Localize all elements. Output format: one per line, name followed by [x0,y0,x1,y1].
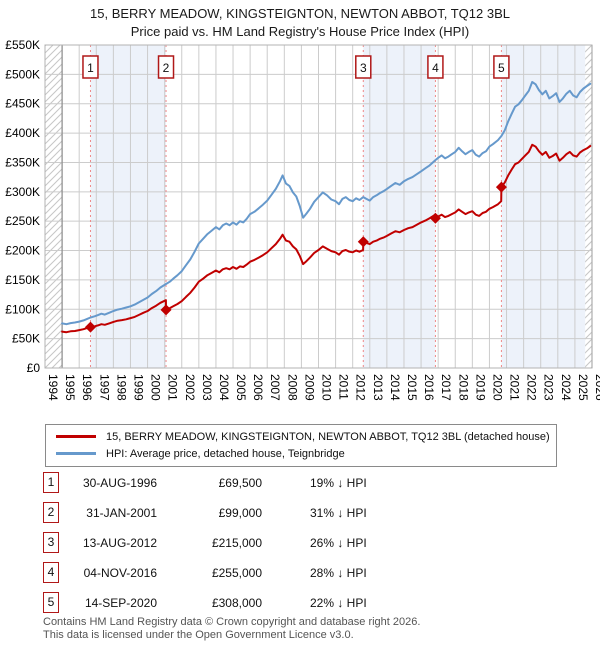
sale-number-badge: 1 [43,472,59,493]
sale-price: £215,000 [211,535,262,550]
svg-text:2005: 2005 [234,374,248,401]
svg-text:1: 1 [87,61,94,75]
sale-price: £69,500 [218,475,262,490]
table-row: 2 31-JAN-2001 £99,000 31% ↓ HPI [43,502,563,523]
table-row: 5 14-SEP-2020 £308,000 22% ↓ HPI [43,592,563,613]
svg-text:2003: 2003 [200,374,214,401]
legend-label-property: 15, BERRY MEADOW, KINGSTEIGNTON, NEWTON … [106,430,550,443]
svg-text:2017: 2017 [439,374,453,401]
footer-line-1: Contains HM Land Registry data © Crown c… [43,616,421,628]
blue-line-swatch [56,452,96,455]
table-row: 4 04-NOV-2016 £255,000 28% ↓ HPI [43,562,563,583]
svg-text:2002: 2002 [183,374,197,401]
svg-text:1997: 1997 [97,374,111,401]
svg-text:2009: 2009 [302,374,316,401]
svg-text:2004: 2004 [217,374,231,401]
svg-text:1995: 1995 [63,374,77,401]
copyright-footer: Contains HM Land Registry data © Crown c… [43,616,420,641]
sale-price: £255,000 [211,565,262,580]
svg-text:2021: 2021 [508,374,522,401]
svg-text:2024: 2024 [559,374,573,401]
svg-text:2023: 2023 [542,374,556,401]
svg-text:2022: 2022 [525,374,539,401]
svg-text:2018: 2018 [456,374,470,401]
legend-label-hpi: HPI: Average price, detached house, Teig… [106,447,345,460]
svg-text:£100K: £100K [5,302,40,316]
svg-text:2011: 2011 [337,374,351,400]
sale-price: £99,000 [218,505,262,520]
svg-text:2006: 2006 [251,374,265,401]
chart-legend: 15, BERRY MEADOW, KINGSTEIGNTON, NEWTON … [45,424,557,467]
svg-text:3: 3 [360,61,367,75]
sale-number-badge: 3 [43,532,59,553]
svg-text:2000: 2000 [149,374,163,401]
svg-text:£300K: £300K [5,185,40,199]
sale-date: 31-JAN-2001 [86,505,157,520]
sale-number-badge: 5 [43,592,59,613]
footer-line-2: This data is licensed under the Open Gov… [43,628,354,641]
sale-date: 04-NOV-2016 [83,565,157,580]
svg-text:1998: 1998 [114,374,128,401]
price-chart: £550K £500K £450K £400K £350K £300K £250K £200K… [5,38,600,401]
svg-text:2019: 2019 [473,374,487,401]
legend-item-hpi: HPI: Average price, detached house, Teig… [52,445,550,462]
svg-text:5: 5 [498,61,505,75]
svg-text:2001: 2001 [166,374,180,401]
sales-table: 1 30-AUG-1996 £69,500 19% ↓ HPI 2 31-JAN… [43,472,563,622]
svg-text:4: 4 [432,61,439,75]
sale-number-badge: 4 [43,562,59,583]
svg-text:£500K: £500K [5,67,40,81]
svg-text:£0: £0 [27,361,41,375]
svg-text:£250K: £250K [5,214,40,228]
svg-text:2014: 2014 [388,374,402,401]
svg-text:£350K: £350K [5,155,40,169]
svg-text:2010: 2010 [320,374,334,401]
sale-hpi-delta: 22% ↓ HPI [310,595,367,610]
svg-text:2007: 2007 [268,374,282,401]
sale-hpi-delta: 26% ↓ HPI [310,535,367,550]
svg-text:£50K: £50K [12,332,40,346]
svg-text:2: 2 [163,61,170,75]
svg-text:£450K: £450K [5,97,40,111]
svg-text:2013: 2013 [371,374,385,401]
svg-text:2008: 2008 [285,374,299,401]
sale-hpi-delta: 28% ↓ HPI [310,565,367,580]
sale-hpi-delta: 19% ↓ HPI [310,475,367,490]
svg-text:£400K: £400K [5,126,40,140]
red-line-swatch [56,435,96,438]
legend-item-property: 15, BERRY MEADOW, KINGSTEIGNTON, NEWTON … [52,428,550,445]
svg-text:£200K: £200K [5,244,40,258]
svg-text:£550K: £550K [5,38,40,52]
svg-text:1996: 1996 [80,374,94,401]
svg-text:£150K: £150K [5,273,40,287]
page-title: 15, BERRY MEADOW, KINGSTEIGNTON, NEWTON … [90,6,510,21]
svg-text:2025: 2025 [576,374,590,401]
svg-text:1999: 1999 [131,374,145,401]
sale-date: 13-AUG-2012 [82,535,157,550]
svg-text:2020: 2020 [490,374,504,401]
svg-text:2015: 2015 [405,374,419,401]
table-row: 3 13-AUG-2012 £215,000 26% ↓ HPI [43,532,563,553]
svg-text:2026: 2026 [593,374,600,401]
svg-text:2016: 2016 [422,374,436,401]
svg-text:1994: 1994 [46,374,60,401]
page-subtitle: Price paid vs. HM Land Registry's House … [130,24,470,39]
table-row: 1 30-AUG-1996 £69,500 19% ↓ HPI [43,472,563,493]
sale-date: 30-AUG-1996 [82,475,157,490]
sale-price: £308,000 [211,595,262,610]
sale-date: 14-SEP-2020 [84,595,157,610]
sale-number-badge: 2 [43,502,59,523]
sale-hpi-delta: 31% ↓ HPI [310,505,367,520]
svg-text:2012: 2012 [354,374,368,401]
